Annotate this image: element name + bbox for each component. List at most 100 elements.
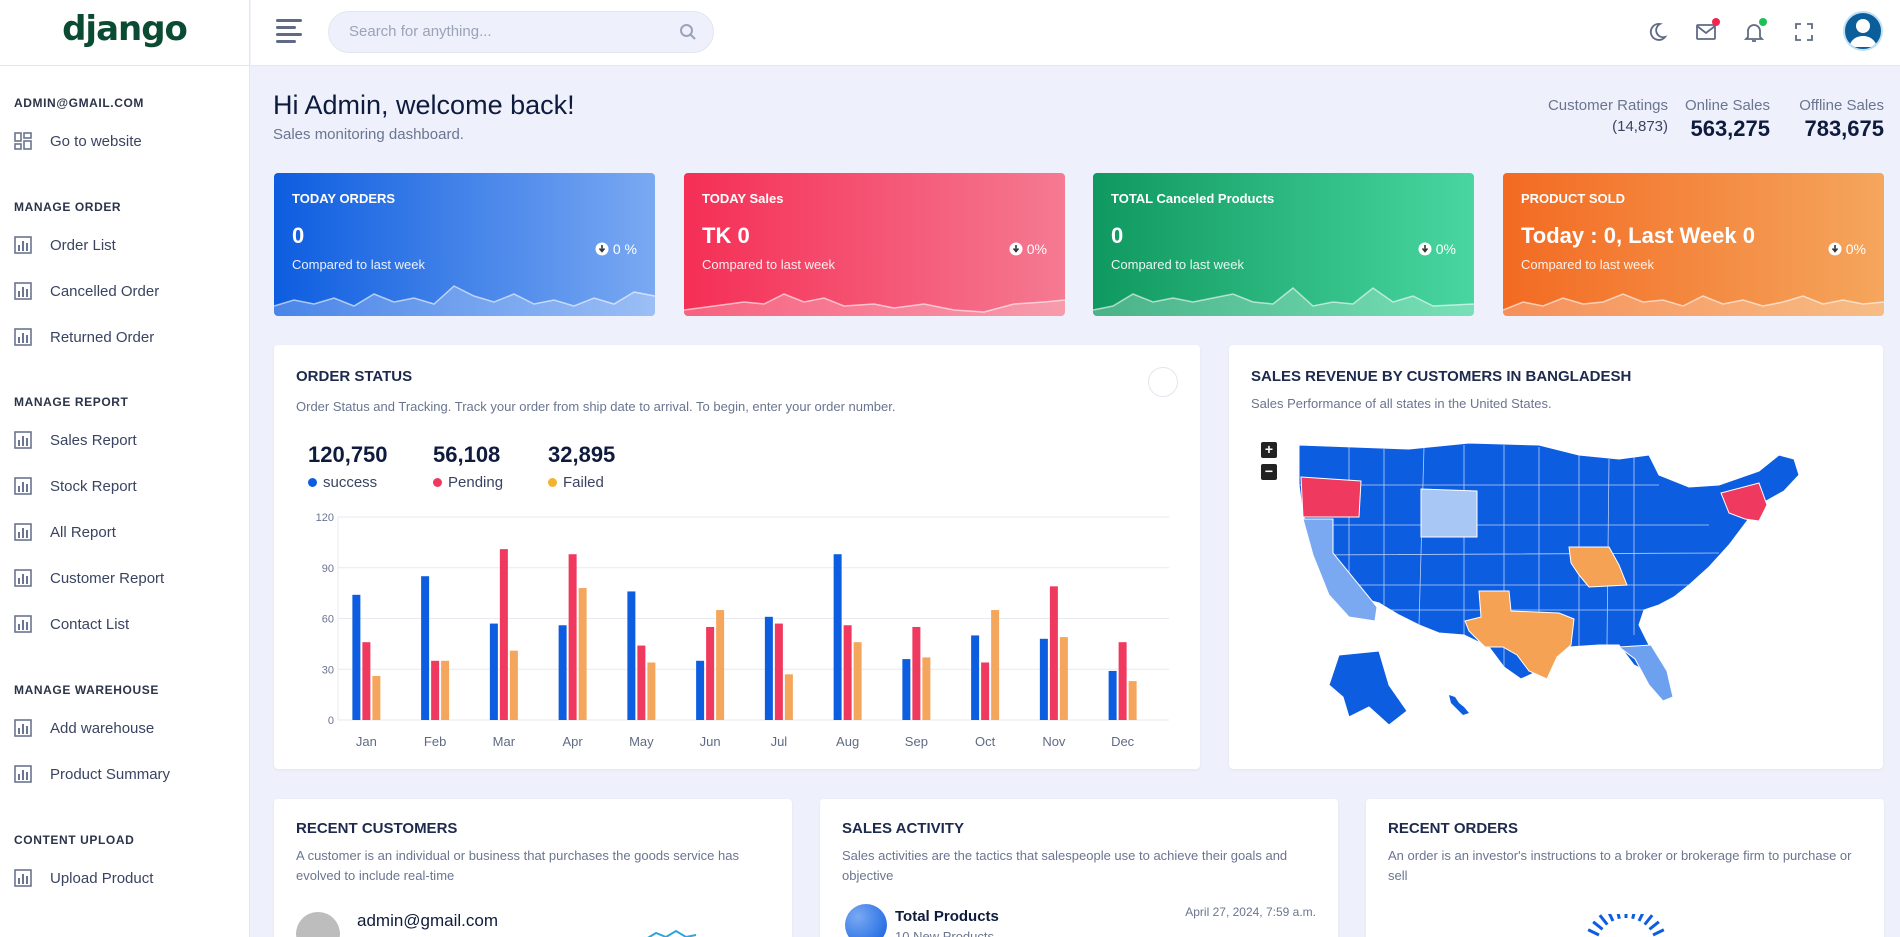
bar-chart-icon bbox=[14, 615, 32, 633]
sidebar-item-contact-list[interactable]: Contact List bbox=[14, 601, 164, 647]
legend-dot bbox=[308, 478, 317, 487]
stat-value: 783,675 bbox=[1804, 116, 1884, 141]
orders-radial-gauge bbox=[1587, 914, 1665, 937]
arrow-down-circle-icon bbox=[1009, 242, 1023, 256]
sidebar-item-customer-report[interactable]: Customer Report bbox=[14, 555, 164, 601]
activity-title: Total Products bbox=[895, 908, 999, 925]
bar-success-mar bbox=[489, 623, 498, 720]
bar-failed-sep bbox=[922, 657, 931, 720]
bar-chart-icon bbox=[14, 282, 32, 300]
django-logo[interactable]: django bbox=[62, 8, 188, 49]
sidebar-item-sales-report[interactable]: Sales Report bbox=[14, 417, 164, 463]
online-sales-stat: Online Sales 563,275 bbox=[1685, 97, 1770, 142]
bar-pending-mar bbox=[499, 549, 508, 720]
bar-success-jun bbox=[696, 660, 705, 720]
gauge-tick bbox=[1587, 928, 1600, 937]
map-state-missouri[interactable] bbox=[1568, 546, 1628, 588]
sidebar-item-order-list[interactable]: Order List bbox=[14, 222, 159, 268]
sidebar-item-label: All Report bbox=[50, 523, 116, 541]
panel-subtitle: A customer is an individual or business … bbox=[296, 848, 739, 883]
sidebar-item-add-warehouse[interactable]: Add warehouse bbox=[14, 705, 170, 751]
panel-title: RECENT CUSTOMERS bbox=[296, 820, 458, 837]
dashboard-grid-icon bbox=[14, 132, 32, 150]
x-tick-label: Nov bbox=[1042, 734, 1066, 749]
user-avatar-icon[interactable] bbox=[1843, 11, 1883, 51]
gauge-tick bbox=[1637, 914, 1645, 922]
search-input[interactable] bbox=[349, 23, 649, 40]
status-value: 120,750 bbox=[308, 442, 388, 467]
sidebar-item-stock-report[interactable]: Stock Report bbox=[14, 463, 164, 509]
moon-icon[interactable] bbox=[1645, 20, 1669, 44]
kpi-card-product-sold[interactable]: PRODUCT SOLD Today : 0, Last Week 0 Comp… bbox=[1503, 173, 1884, 316]
sidebar-heading: ADMIN@GMAIL.COM bbox=[14, 96, 145, 110]
kpi-value: 0 bbox=[292, 223, 305, 248]
customer-email[interactable]: admin@gmail.com bbox=[357, 911, 499, 930]
kpi-change-value: 0% bbox=[1026, 241, 1047, 257]
kpi-change: 0% bbox=[1418, 241, 1456, 257]
menu-icon[interactable] bbox=[276, 19, 302, 43]
bar-pending-sep bbox=[912, 626, 921, 720]
panel-title: SALES REVENUE BY CUSTOMERS IN BANGLADESH bbox=[1251, 368, 1632, 385]
map-state-alaska[interactable] bbox=[1328, 650, 1408, 726]
sidebar-section-account: ADMIN@GMAIL.COM Go to website bbox=[0, 96, 158, 164]
sidebar-item-upload-product[interactable]: Upload Product bbox=[14, 855, 153, 901]
bar-pending-may bbox=[637, 645, 646, 720]
status-label: Pending bbox=[448, 474, 504, 491]
map-state-california[interactable] bbox=[1302, 518, 1378, 622]
sidebar: django ADMIN@GMAIL.COM Go to website MAN… bbox=[0, 0, 250, 937]
panel-options-button[interactable] bbox=[1148, 367, 1178, 397]
bar-pending-apr bbox=[568, 554, 577, 720]
sidebar-item-cancelled-order[interactable]: Cancelled Order bbox=[14, 268, 159, 314]
kpi-title: TODAY ORDERS bbox=[292, 191, 396, 206]
sidebar-section-content-upload: CONTENT UPLOAD Upload Product bbox=[0, 833, 167, 901]
search-icon[interactable] bbox=[679, 23, 697, 41]
map-state-new-york[interactable] bbox=[1720, 482, 1768, 522]
x-tick-label: May bbox=[629, 734, 654, 749]
bar-success-nov bbox=[1039, 638, 1048, 720]
sidebar-item-label: Stock Report bbox=[50, 477, 137, 495]
bar-pending-jul bbox=[774, 623, 783, 720]
customer-sparkline bbox=[647, 929, 697, 937]
offline-sales-stat: Offline Sales 783,675 bbox=[1799, 97, 1884, 142]
x-tick-label: Dec bbox=[1111, 734, 1135, 749]
x-tick-label: Jun bbox=[700, 734, 721, 749]
map-state-hawaii[interactable] bbox=[1449, 695, 1469, 715]
mail-button[interactable] bbox=[1694, 18, 1720, 44]
map-state-wyoming[interactable] bbox=[1420, 488, 1478, 538]
sidebar-item-returned-order[interactable]: Returned Order bbox=[14, 314, 159, 360]
kpi-sparkline bbox=[684, 293, 1065, 316]
usa-map[interactable] bbox=[1289, 435, 1849, 745]
bar-chart-icon bbox=[14, 431, 32, 449]
bar-success-sep bbox=[902, 659, 911, 720]
kpi-card-today-sales[interactable]: TODAY Sales TK 0 Compared to last week 0… bbox=[684, 173, 1065, 316]
sidebar-item-go-to-website[interactable]: Go to website bbox=[14, 118, 144, 164]
sidebar-item-product-summary[interactable]: Product Summary bbox=[14, 751, 170, 797]
bar-success-may bbox=[627, 591, 636, 720]
sales-activity-panel: SALES ACTIVITY Sales activities are the … bbox=[820, 799, 1338, 937]
gauge-tick bbox=[1643, 914, 1654, 926]
gauge-tick bbox=[1631, 914, 1636, 920]
logo-bar: django bbox=[0, 0, 249, 66]
bar-chart-icon bbox=[14, 765, 32, 783]
kpi-card-today-orders[interactable]: TODAY ORDERS 0 Compared to last week 0 % bbox=[274, 173, 655, 316]
sidebar-item-label: Cancelled Order bbox=[50, 282, 160, 300]
kpi-card-canceled-products[interactable]: TOTAL Canceled Products 0 Compared to la… bbox=[1093, 173, 1474, 316]
map-state-oregon[interactable] bbox=[1300, 476, 1362, 518]
sidebar-item-label: Go to website bbox=[50, 132, 142, 150]
gauge-tick bbox=[1616, 914, 1621, 920]
map-state-florida[interactable] bbox=[1617, 644, 1674, 702]
recent-orders-panel: RECENT ORDERS An order is an investor's … bbox=[1366, 799, 1884, 937]
kpi-change-value: 0% bbox=[1845, 241, 1866, 257]
map-state-texas[interactable] bbox=[1464, 590, 1575, 680]
notification-button[interactable] bbox=[1742, 18, 1767, 44]
zoom-in-button[interactable]: + bbox=[1261, 442, 1277, 458]
sidebar-item-all-report[interactable]: All Report bbox=[14, 509, 164, 555]
bar-failed-jul bbox=[784, 674, 793, 720]
fullscreen-icon[interactable] bbox=[1792, 20, 1816, 44]
order-status-panel: ORDER STATUS Order Status and Tracking. … bbox=[274, 345, 1200, 769]
bar-success-jan bbox=[352, 594, 361, 720]
zoom-out-button[interactable]: − bbox=[1261, 464, 1277, 480]
kpi-change: 0 % bbox=[595, 241, 637, 257]
y-tick-label: 120 bbox=[316, 512, 334, 524]
bar-pending-oct bbox=[981, 662, 990, 720]
